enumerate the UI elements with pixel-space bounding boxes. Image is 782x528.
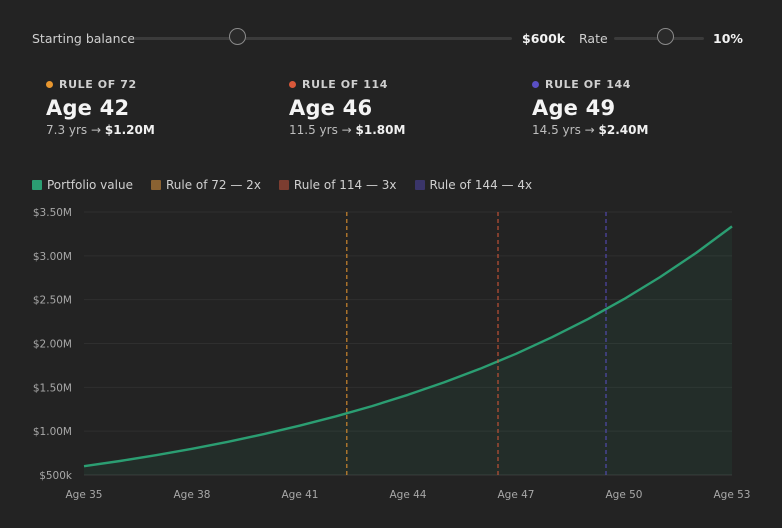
legend-label: Rule of 114 — 3x xyxy=(293,178,397,192)
y-tick-label: $3.50M xyxy=(33,207,72,219)
legend-swatch xyxy=(414,180,425,190)
legend-rule-of-114[interactable]: Rule of 114 — 3x xyxy=(278,178,397,192)
rule-of-114-card: RULE OF 114 Age 46 11.5 yrs → $1.80M xyxy=(289,78,509,137)
controls-bar: Starting balance $600k Rate 10% xyxy=(0,0,782,78)
card-header: RULE OF 114 xyxy=(289,78,509,91)
chart-legend: Portfolio value Rule of 72 — 2x Rule of … xyxy=(32,178,550,192)
starting-balance-label: Starting balance xyxy=(32,31,136,46)
rule-of-114-dot xyxy=(289,81,296,88)
y-tick-label: $1.00M xyxy=(33,426,72,438)
starting-balance-slider-track[interactable] xyxy=(134,37,512,40)
y-tick-label: $2.00M xyxy=(33,339,72,351)
card-age: Age 42 xyxy=(46,96,130,120)
x-tick-label: Age 35 xyxy=(65,489,102,501)
starting-balance-value: $600k xyxy=(522,31,566,46)
x-tick-label: Age 41 xyxy=(281,489,318,501)
portfolio-line xyxy=(83,225,733,468)
card-summary: 7.3 yrs → $1.20M xyxy=(46,123,266,137)
legend-swatch xyxy=(32,180,42,190)
legend-swatch xyxy=(150,180,161,190)
portfolio-area xyxy=(84,226,732,475)
legend-label: Rule of 72 — 2x xyxy=(165,178,261,192)
y-tick-label: $1.50M xyxy=(33,382,72,394)
rate-slider-thumb[interactable] xyxy=(657,28,674,45)
legend-rule-of-72[interactable]: Rule of 72 — 2x xyxy=(150,178,261,192)
y-tick-label: $2.50M xyxy=(33,295,72,307)
y-tick-label: $3.00M xyxy=(33,251,72,263)
card-years: 11.5 yrs → xyxy=(289,123,352,137)
legend-swatch xyxy=(278,180,289,190)
rule-of-72-card: RULE OF 72 Age 42 7.3 yrs → $1.20M xyxy=(46,78,266,137)
rule-of-144-card: RULE OF 144 Age 49 14.5 yrs → $2.40M xyxy=(532,78,752,137)
legend-label: Portfolio value xyxy=(47,178,133,192)
legend-label: Rule of 144 — 4x xyxy=(429,178,533,192)
card-amount: $1.80M xyxy=(355,123,406,137)
card-title: RULE OF 72 xyxy=(59,78,137,91)
card-amount: $2.40M xyxy=(598,123,649,137)
card-age: Age 49 xyxy=(532,96,616,120)
rule-of-72-dot xyxy=(46,81,53,88)
card-age: Age 46 xyxy=(289,96,373,120)
rate-label: Rate xyxy=(579,31,608,46)
card-summary: 14.5 yrs → $2.40M xyxy=(532,123,752,137)
portfolio-chart: $500k $1.00M $1.50M $2.00M $2.50M $3.00M $3.50… xyxy=(33,207,751,501)
card-amount: $1.20M xyxy=(104,123,155,137)
rule-of-144-dot xyxy=(532,81,539,88)
card-header: RULE OF 72 xyxy=(46,78,266,91)
x-tick-label: Age 38 xyxy=(173,489,210,501)
x-tick-label: Age 47 xyxy=(497,489,534,501)
y-tick-label: $500k xyxy=(39,470,73,482)
card-title: RULE OF 114 xyxy=(302,78,389,91)
card-summary: 11.5 yrs → $1.80M xyxy=(289,123,509,137)
card-header: RULE OF 144 xyxy=(532,78,752,91)
x-tick-label: Age 53 xyxy=(713,489,750,501)
card-years: 7.3 yrs → xyxy=(46,123,102,137)
legend-rule-of-144[interactable]: Rule of 144 — 4x xyxy=(414,178,533,192)
rate-value: 10% xyxy=(713,31,743,46)
card-years: 14.5 yrs → xyxy=(532,123,595,137)
x-tick-label: Age 50 xyxy=(605,489,642,501)
starting-balance-slider-thumb[interactable] xyxy=(229,28,246,45)
card-title: RULE OF 144 xyxy=(545,78,632,91)
legend-portfolio-value[interactable]: Portfolio value xyxy=(32,178,133,192)
x-tick-label: Age 44 xyxy=(389,489,426,501)
